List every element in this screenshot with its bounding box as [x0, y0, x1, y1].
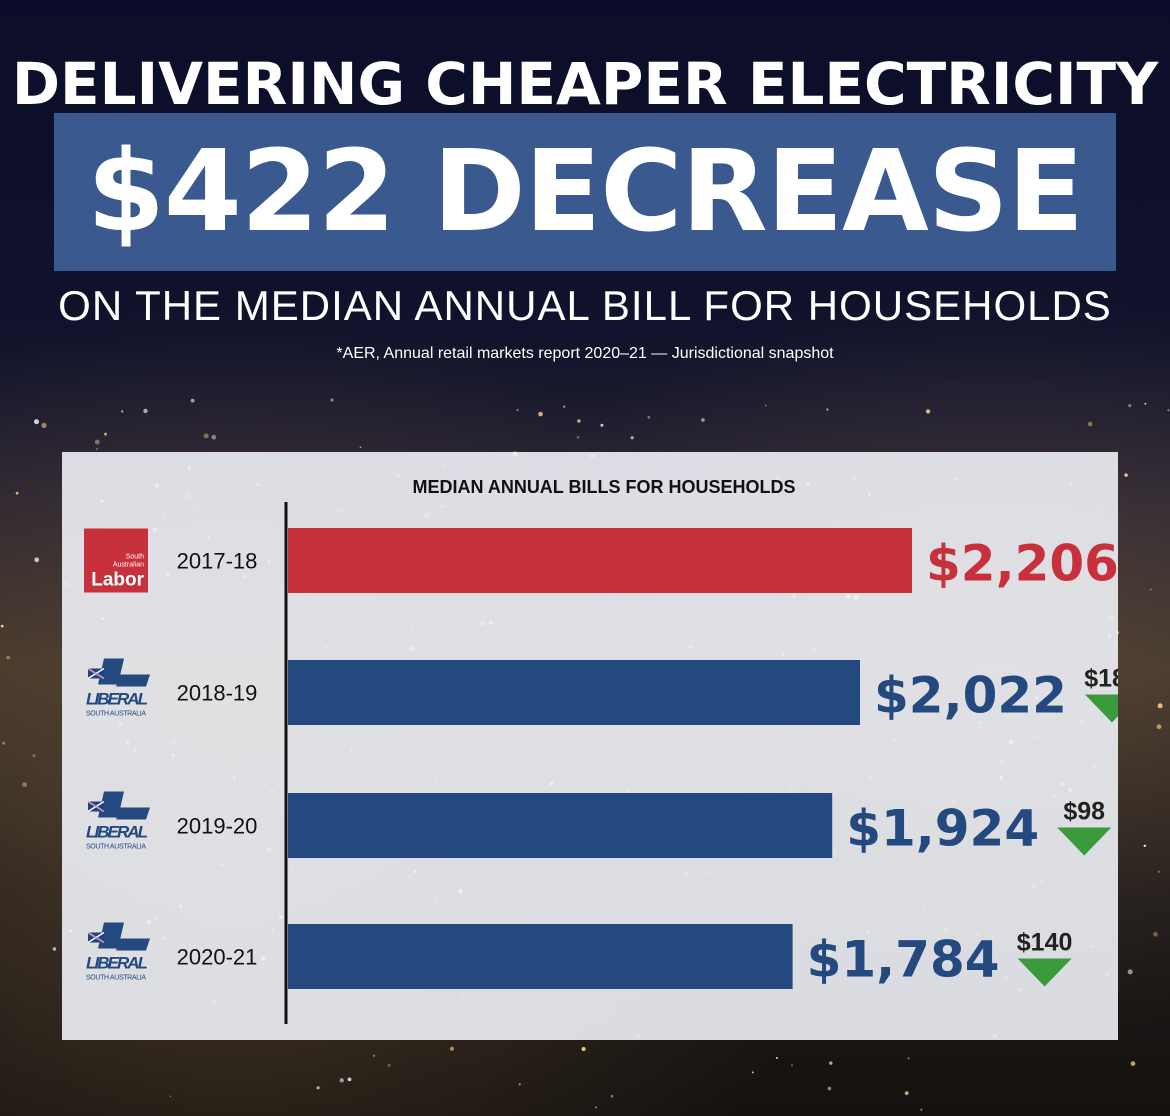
liberal-logo: LIBERAL SOUTH AUSTRALIA [86, 791, 150, 851]
liberal-logo-shape [98, 791, 124, 818]
liberal-logo-shape-2 [116, 938, 150, 951]
value-label: $2,206 [926, 535, 1118, 593]
decrease-banner: $422 DECREASE [54, 113, 1116, 271]
decrease-label: $140 [1017, 929, 1073, 957]
liberal-logo-sub: SOUTH AUSTRALIA [86, 975, 146, 982]
down-arrow-icon [1057, 827, 1112, 856]
value-label: $1,924 [846, 800, 1039, 858]
banner-text: $422 DECREASE [87, 127, 1084, 257]
liberal-logo: LIBERAL SOUTH AUSTRALIA [86, 658, 150, 718]
liberal-logo-word: LIBERAL [86, 954, 148, 973]
liberal-logo: LIBERAL SOUTH AUSTRALIA [86, 922, 150, 982]
down-arrow-icon [1017, 958, 1072, 987]
decrease-label: $184 [1084, 665, 1118, 693]
flag-cross-red [87, 801, 105, 812]
category-label: 2020-21 [177, 945, 258, 970]
value-label: $2,022 [874, 667, 1067, 725]
bar [288, 924, 793, 989]
flag-cross-red [87, 932, 105, 943]
liberal-logo-sub: SOUTH AUSTRALIA [86, 711, 146, 718]
flag-cross-red [87, 668, 105, 679]
labor-logo-word: Labor [91, 570, 144, 591]
liberal-logo-word: LIBERAL [86, 690, 148, 709]
chart-title: MEDIAN ANNUAL BILLS FOR HOUSEHOLDS [412, 477, 795, 497]
labor-logo-line1: South [126, 554, 144, 561]
liberal-logo-shape-2 [116, 807, 150, 820]
bar [288, 793, 833, 858]
liberal-logo-sub: SOUTH AUSTRALIA [86, 844, 146, 851]
bar [288, 528, 912, 593]
subtitle: ON THE MEDIAN ANNUAL BILL FOR HOUSEHOLDS [58, 282, 1112, 329]
bar-chart: MEDIAN ANNUAL BILLS FOR HOUSEHOLDS South… [84, 477, 1118, 1024]
category-label: 2017-18 [177, 549, 258, 574]
liberal-logo-shape [98, 922, 124, 949]
bar [288, 660, 860, 725]
category-label: 2019-20 [177, 814, 258, 839]
chart-panel: MEDIAN ANNUAL BILLS FOR HOUSEHOLDS South… [62, 452, 1118, 1040]
liberal-logo-word: LIBERAL [86, 823, 148, 842]
value-label: $1,784 [807, 931, 1000, 989]
liberal-logo-shape-2 [116, 674, 150, 687]
source-note: *AER, Annual retail markets report 2020–… [336, 345, 834, 362]
liberal-logo-shape [98, 658, 124, 685]
category-label: 2018-19 [177, 681, 258, 706]
labor-logo-line2: Australian [113, 562, 144, 569]
labor-logo-box [84, 528, 148, 593]
down-arrow-icon [1084, 694, 1118, 723]
page-title: DELIVERING CHEAPER ELECTRICITY [11, 50, 1159, 118]
decrease-label: $98 [1063, 798, 1105, 826]
